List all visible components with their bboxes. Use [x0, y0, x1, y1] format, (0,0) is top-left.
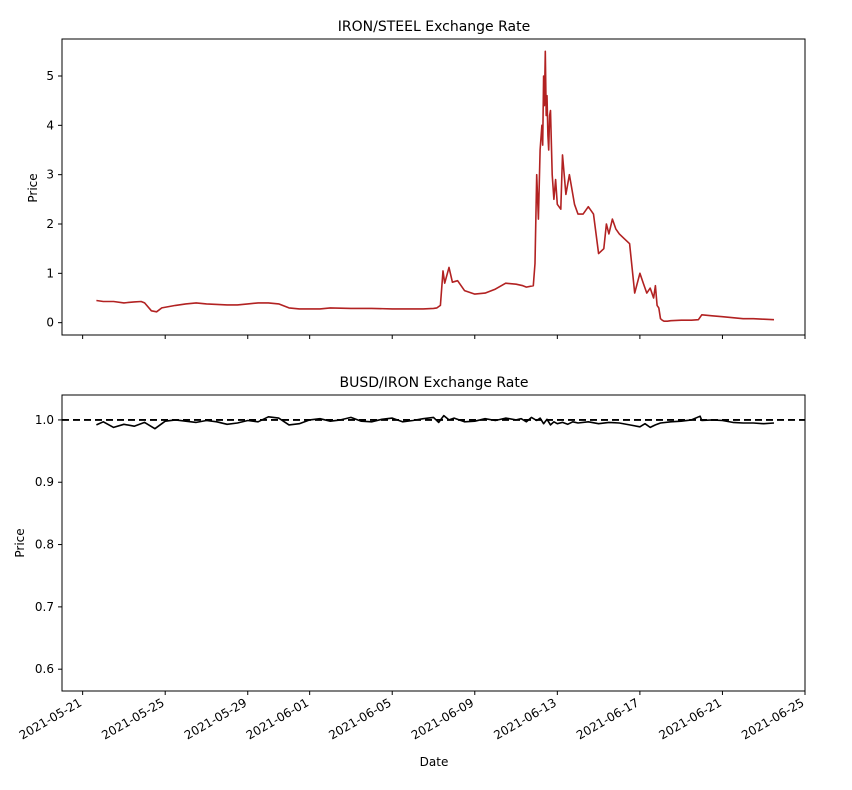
- busd-iron-x-tick-label: 2021-06-09: [409, 695, 476, 742]
- busd-iron-x-tick-label: 2021-06-13: [491, 695, 558, 742]
- busd-iron-plot-frame: [61, 394, 806, 692]
- iron-steel-chart: IRON/STEEL Exchange Rate Price 0 1 2 3 4 5: [26, 19, 806, 339]
- busd-iron-x-axis-label: Date: [420, 755, 449, 769]
- busd-iron-y-tick-label: 0.9: [35, 475, 54, 489]
- busd-iron-x-tick-label: 2021-05-29: [182, 695, 249, 742]
- busd-iron-y-axis-label: Price: [13, 528, 27, 557]
- busd-iron-x-tick-label: 2021-06-17: [574, 695, 641, 742]
- busd-iron-y-tick-label: 0.7: [35, 600, 54, 614]
- busd-iron-x-tick-label: 2021-06-05: [326, 695, 393, 742]
- iron-steel-y-tick-label: 0: [46, 316, 54, 330]
- busd-iron-chart-title: BUSD/IRON Exchange Rate: [340, 375, 529, 391]
- busd-iron-x-tick-label: 2021-05-25: [99, 695, 166, 742]
- iron-steel-y-tick-label: 2: [46, 217, 54, 231]
- iron-steel-plot-frame: [61, 38, 806, 336]
- busd-iron-y-tick-label: 0.8: [35, 538, 54, 552]
- busd-iron-x-tick-label: 2021-06-01: [244, 695, 311, 742]
- busd-iron-x-tick-label: 2021-06-25: [739, 695, 806, 742]
- busd-iron-x-tick-label: 2021-05-21: [17, 695, 84, 742]
- iron-steel-y-tick-label: 5: [46, 69, 54, 83]
- iron-steel-y-tick-label: 1: [46, 266, 54, 280]
- busd-iron-chart: BUSD/IRON Exchange Rate Price Date 0.6 0.…: [13, 375, 807, 769]
- busd-iron-series-line: [96, 414, 775, 430]
- iron-steel-series-line: [96, 50, 775, 323]
- iron-steel-y-tick-label: 4: [46, 118, 54, 132]
- busd-iron-x-tick-label: 2021-06-21: [657, 695, 724, 742]
- iron-steel-y-axis-label: Price: [26, 173, 40, 202]
- busd-iron-y-tick-label: 1.0: [35, 413, 54, 427]
- iron-steel-chart-title: IRON/STEEL Exchange Rate: [338, 19, 530, 35]
- busd-iron-y-tick-label: 0.6: [35, 662, 54, 676]
- iron-steel-y-tick-label: 3: [46, 168, 54, 182]
